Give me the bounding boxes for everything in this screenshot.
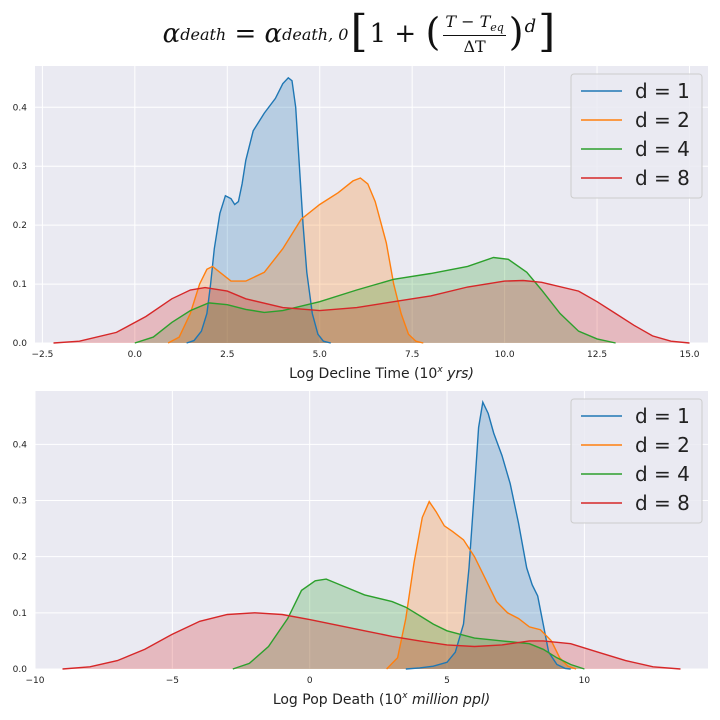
series-line	[386, 500, 577, 670]
decline-time-plot: −2.5 0.0 2.5 5.0 7.5 10.0 12.5 15.00.00.10.20.3…	[13, 66, 708, 382]
title-open-bracket: [	[350, 6, 368, 58]
series-area	[168, 178, 424, 343]
legend-entry: d = 1	[635, 404, 690, 428]
series-area	[186, 77, 331, 344]
series-line	[167, 177, 424, 344]
y-tick-label: 0.3	[13, 497, 27, 507]
title-rhs-subscript: death, 0	[282, 24, 349, 44]
legend-entry: d = 2	[635, 433, 690, 457]
x-tick-label: 0.0	[128, 350, 143, 360]
title-one-plus: 1 +	[369, 19, 425, 49]
title-fraction-denominator: ΔT	[463, 36, 486, 56]
legend-entry: d = 4	[635, 462, 690, 486]
legend-entry: d = 8	[635, 491, 690, 515]
legend-entry: d = 2	[635, 108, 690, 132]
series-area	[62, 612, 681, 669]
series-line	[134, 256, 616, 344]
series-area	[53, 280, 690, 343]
x-tick-label: −10	[26, 676, 45, 686]
y-tick-label: 0.4	[13, 103, 28, 113]
series-line	[53, 279, 690, 344]
x-tick-label: 12.5	[587, 350, 607, 360]
y-tick-label: 0.0	[13, 339, 28, 349]
legend	[570, 73, 703, 199]
x-tick-label: 10.0	[495, 350, 515, 360]
title-close-bracket: ]	[538, 6, 556, 58]
num-Teq: T	[479, 12, 491, 32]
y-tick-label: 0.2	[13, 221, 27, 231]
figure-title: α death = α death, 0[1 + (T − Teq ΔT) d]	[0, 4, 720, 64]
x-axis-label: Log Pop Death (10x million ppl)	[273, 691, 490, 708]
title-open-paren: (	[425, 9, 441, 54]
title-close-paren: )	[508, 9, 524, 54]
title-equals: =	[226, 19, 265, 49]
x-tick-label: 5.0	[313, 350, 328, 360]
pop-death-plot: −10 −5 0 5 10 0.0 0.1 0.2 0.3 0.4 Log Pop Death (1…	[13, 391, 708, 708]
y-tick-label: 0.3	[13, 162, 27, 172]
series-line	[186, 76, 331, 344]
legend-entry: d = 8	[635, 166, 690, 190]
series-line	[232, 578, 585, 670]
series-area	[134, 257, 616, 343]
y-tick-label: 0.2	[13, 553, 27, 563]
y-tick-label: 0.1	[13, 280, 27, 290]
x-tick-label: 5	[444, 676, 450, 686]
y-tick-label: 0.1	[13, 609, 27, 619]
num-eq-sub: eq	[490, 21, 504, 35]
alpha-symbol-rhs: α	[264, 19, 283, 49]
num-minus: −	[455, 12, 480, 32]
title-exponent: d	[524, 15, 537, 37]
series-area	[405, 402, 571, 669]
y-tick-label: 0.4	[13, 440, 28, 450]
series-line	[62, 612, 681, 670]
x-tick-label: 15.0	[679, 350, 699, 360]
y-tick-label: 0.0	[13, 665, 28, 675]
x-tick-label: −5	[166, 676, 179, 686]
series-area	[232, 579, 585, 669]
num-T: T	[445, 12, 456, 32]
legend-entry: d = 4	[635, 137, 690, 161]
alpha-symbol: α	[162, 19, 181, 49]
x-tick-label: 10	[579, 676, 591, 686]
title-lhs-subscript: death	[180, 24, 227, 44]
x-tick-label: −2.5	[31, 350, 53, 360]
legend-entry: d = 1	[635, 79, 690, 103]
x-tick-label: 2.5	[220, 350, 234, 360]
title-fraction: T − Teq ΔT	[443, 12, 506, 56]
x-tick-label: 7.5	[405, 350, 419, 360]
legend	[570, 398, 703, 524]
title-fraction-numerator: T − Teq	[443, 12, 506, 36]
x-tick-label: 0	[307, 676, 313, 686]
x-axis-label: Log Decline Time (10x yrs)	[289, 365, 474, 382]
